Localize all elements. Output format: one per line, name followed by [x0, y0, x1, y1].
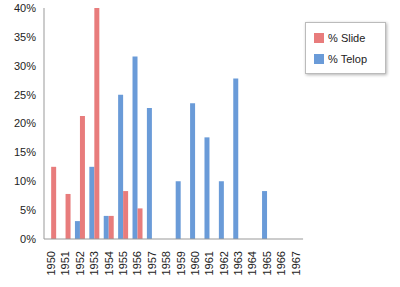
svg-text:25%: 25%: [14, 89, 36, 101]
svg-text:35%: 35%: [14, 31, 36, 43]
svg-text:1960: 1960: [189, 251, 201, 275]
svg-text:1964: 1964: [246, 251, 258, 275]
svg-text:1958: 1958: [160, 251, 172, 275]
svg-text:1957: 1957: [146, 251, 158, 275]
svg-text:1962: 1962: [218, 251, 230, 275]
svg-text:20%: 20%: [14, 117, 36, 129]
svg-text:1955: 1955: [117, 251, 129, 275]
svg-text:1967: 1967: [290, 251, 302, 275]
svg-text:5%: 5%: [20, 204, 36, 216]
svg-text:1952: 1952: [74, 251, 86, 275]
html-text:% Slide: % Slide: [328, 32, 366, 44]
svg-text:1953: 1953: [88, 251, 100, 275]
svg-text:30%: 30%: [14, 60, 36, 72]
svg-text:10%: 10%: [14, 175, 36, 187]
svg-text:0%: 0%: [20, 233, 36, 245]
svg-text:15%: 15%: [14, 146, 36, 158]
html-text:% Telop: % Telop: [328, 53, 367, 65]
svg-text:1966: 1966: [275, 251, 287, 275]
svg-text:1956: 1956: [131, 251, 143, 275]
svg-text:40%: 40%: [14, 2, 36, 14]
svg-text:1965: 1965: [261, 251, 273, 275]
svg-text:1954: 1954: [103, 251, 115, 275]
svg-text:1961: 1961: [203, 251, 215, 275]
svg-text:1951: 1951: [59, 251, 71, 275]
svg-text:1950: 1950: [45, 251, 57, 275]
svg-text:1959: 1959: [175, 251, 187, 275]
svg-text:1963: 1963: [232, 251, 244, 275]
